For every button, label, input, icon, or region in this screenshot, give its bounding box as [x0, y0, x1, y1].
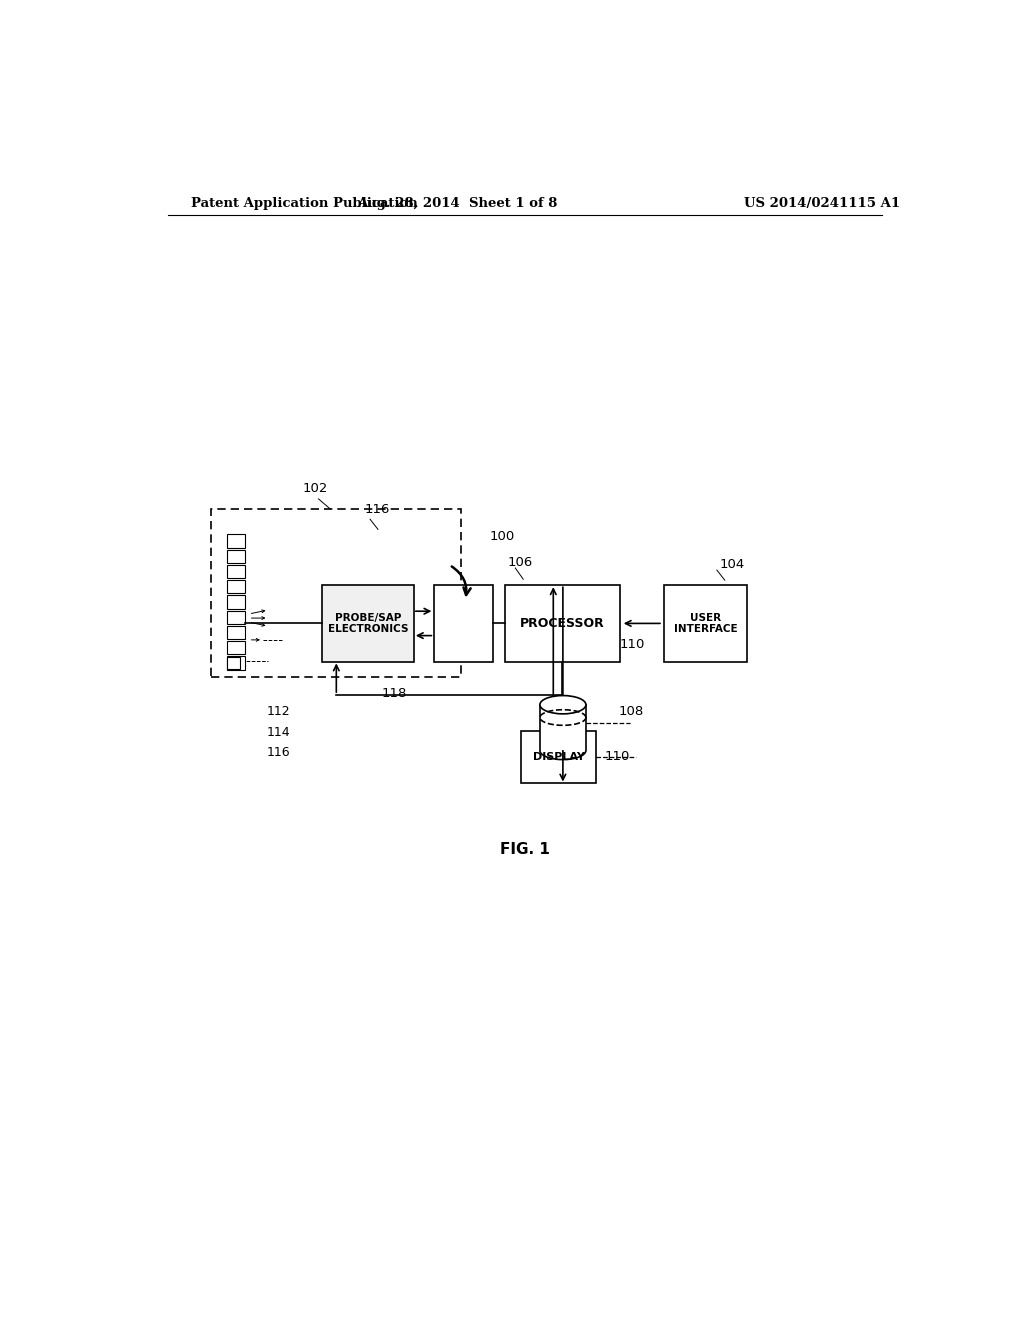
Text: FIG. 1: FIG. 1 [500, 842, 550, 857]
Text: 110: 110 [620, 639, 645, 651]
Text: Aug. 28, 2014  Sheet 1 of 8: Aug. 28, 2014 Sheet 1 of 8 [357, 197, 557, 210]
FancyArrowPatch shape [452, 566, 471, 595]
Text: DISPLAY: DISPLAY [532, 752, 585, 762]
Text: US 2014/0241115 A1: US 2014/0241115 A1 [744, 197, 900, 210]
Bar [227, 565, 245, 578]
Text: 100: 100 [489, 529, 514, 543]
Text: 104: 104 [719, 558, 744, 572]
Bar [323, 585, 414, 661]
Bar [664, 585, 748, 661]
Text: 108: 108 [618, 705, 644, 718]
Text: 114: 114 [267, 726, 291, 739]
Text: 106: 106 [507, 556, 532, 569]
Bar [211, 510, 461, 677]
Text: 110: 110 [604, 750, 630, 763]
Text: PROBE/SAP
ELECTRONICS: PROBE/SAP ELECTRONICS [328, 612, 409, 634]
Ellipse shape [540, 696, 586, 714]
Bar [227, 656, 245, 669]
Text: 112: 112 [267, 705, 291, 718]
Text: USER
INTERFACE: USER INTERFACE [674, 612, 737, 634]
Bar [227, 626, 245, 639]
Bar [227, 581, 245, 594]
Bar [227, 642, 245, 655]
Bar [227, 611, 245, 624]
Bar [227, 535, 245, 548]
Bar [505, 585, 621, 661]
Text: 118: 118 [382, 688, 408, 700]
Bar [227, 595, 245, 609]
Text: 102: 102 [303, 482, 328, 495]
Bar [540, 705, 586, 751]
Text: 116: 116 [365, 503, 390, 516]
Text: PROCESSOR: PROCESSOR [520, 616, 605, 630]
Bar [227, 657, 241, 669]
Text: 116: 116 [267, 746, 291, 759]
Bar [521, 731, 596, 784]
Bar [227, 549, 245, 562]
Bar [433, 585, 494, 661]
Text: Patent Application Publication: Patent Application Publication [191, 197, 418, 210]
